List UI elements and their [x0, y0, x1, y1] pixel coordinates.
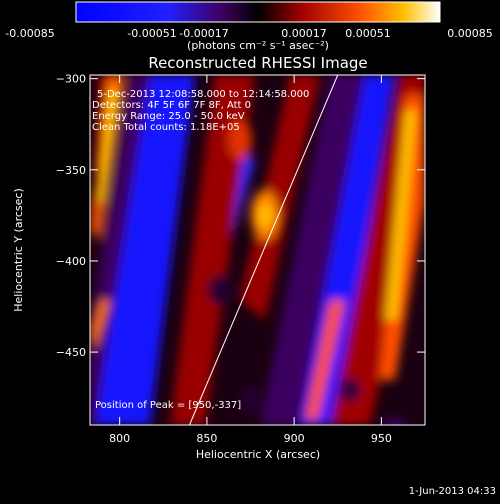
- y-tick-label: −350: [56, 164, 86, 177]
- y-axis-ticks: −300 −350 −400 −450: [56, 73, 425, 359]
- annotation-detectors: Detectors: 4F 5F 6F 7F 8F, Att 0: [92, 100, 251, 111]
- colorbar-ticks: -0.00085 -0.00051 -0.00017 0.00017 0.000…: [5, 27, 492, 40]
- annotation-peak-position: Position of Peak = [950,-337]: [95, 400, 241, 411]
- x-tick-label: 900: [284, 432, 305, 445]
- colorbar-tick: -0.00085: [5, 27, 54, 40]
- colorbar-unit-label: (photons cm⁻² s⁻¹ asec⁻²): [187, 39, 329, 52]
- x-tick-label: 850: [196, 432, 217, 445]
- plot-frame: [89, 74, 426, 426]
- x-axis-label: Heliocentric X (arcsec): [196, 448, 320, 461]
- x-axis-ticks: 800 850 900 950: [109, 75, 392, 445]
- annotation-energy-range: Energy Range: 25.0 - 50.0 keV: [92, 111, 245, 122]
- colorbar-tick: 0.00017: [281, 27, 327, 40]
- y-tick-label: −400: [56, 255, 86, 268]
- colorbar-tick: -0.00017: [179, 27, 228, 40]
- y-tick-label: −300: [56, 73, 86, 86]
- x-tick-label: 800: [109, 432, 130, 445]
- annotation-time-range: 5-Dec-2013 12:08:58.000 to 12:14:58.000: [97, 89, 309, 100]
- colorbar-tick: 0.00085: [447, 27, 493, 40]
- overlay-line: [188, 74, 339, 426]
- y-tick-label: −450: [56, 346, 86, 359]
- x-tick-label: 950: [371, 432, 392, 445]
- colorbar-tick: -0.00051: [127, 27, 176, 40]
- footer-date: 1-Jun-2013 04:33: [409, 486, 496, 497]
- chart-title: Reconstructed RHESSI Image: [148, 54, 367, 72]
- colorbar-tick: 0.00051: [345, 27, 391, 40]
- heatmap-image: [90, 75, 425, 425]
- annotation-clean-counts: Clean Total counts: 1.18E+05: [92, 122, 240, 133]
- y-axis-label: Heliocentric Y (arcsec): [12, 188, 25, 312]
- colorbar: [75, 1, 441, 23]
